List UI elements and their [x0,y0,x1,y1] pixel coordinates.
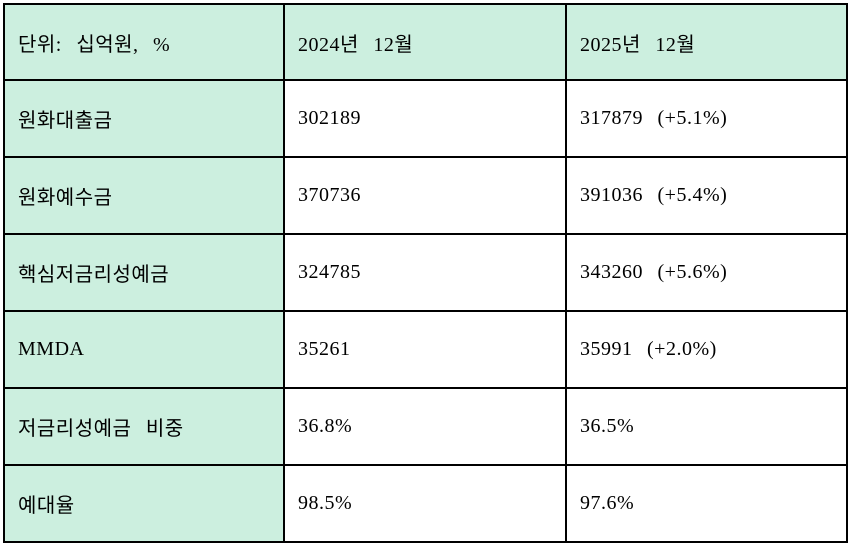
value-2024: 36.8% [283,387,567,466]
value-2025: 97.6% [565,464,848,543]
table-row-loan-deposit-ratio: 예대율 98.5% 97.6% [3,464,848,543]
value-2024: 35261 [283,310,567,389]
value-2025: 343260 (+5.6%) [565,233,848,312]
value-2025: 317879 (+5.1%) [565,79,848,158]
row-label: 원화대출금 [3,79,285,158]
table-row-won-loans: 원화대출금 302189 317879 (+5.1%) [3,79,848,158]
table-row-lowcost-deposit-ratio: 저금리성예금 비중 36.8% 36.5% [3,387,848,466]
row-label: MMDA [3,310,285,389]
value-2024: 370736 [283,156,567,235]
header-row: 단위: 십억원, % 2024년 12월 2025년 12월 [3,3,848,81]
value-2025: 35991 (+2.0%) [565,310,848,389]
unit-label-cell: 단위: 십억원, % [3,3,285,81]
row-label: 예대율 [3,464,285,543]
value-2025: 391036 (+5.4%) [565,156,848,235]
financial-summary-table: 단위: 십억원, % 2024년 12월 2025년 12월 원화대출금 302… [3,3,848,543]
table-row-mmda: MMDA 35261 35991 (+2.0%) [3,310,848,389]
column-header-2025: 2025년 12월 [565,3,848,81]
row-label: 저금리성예금 비중 [3,387,285,466]
table-row-won-deposits: 원화예수금 370736 391036 (+5.4%) [3,156,848,235]
value-2024: 324785 [283,233,567,312]
value-2025: 36.5% [565,387,848,466]
value-2024: 98.5% [283,464,567,543]
value-2024: 302189 [283,79,567,158]
row-label: 핵심저금리성예금 [3,233,285,312]
row-label: 원화예수금 [3,156,285,235]
column-header-2024: 2024년 12월 [283,3,567,81]
table-row-core-lowcost-deposits: 핵심저금리성예금 324785 343260 (+5.6%) [3,233,848,312]
